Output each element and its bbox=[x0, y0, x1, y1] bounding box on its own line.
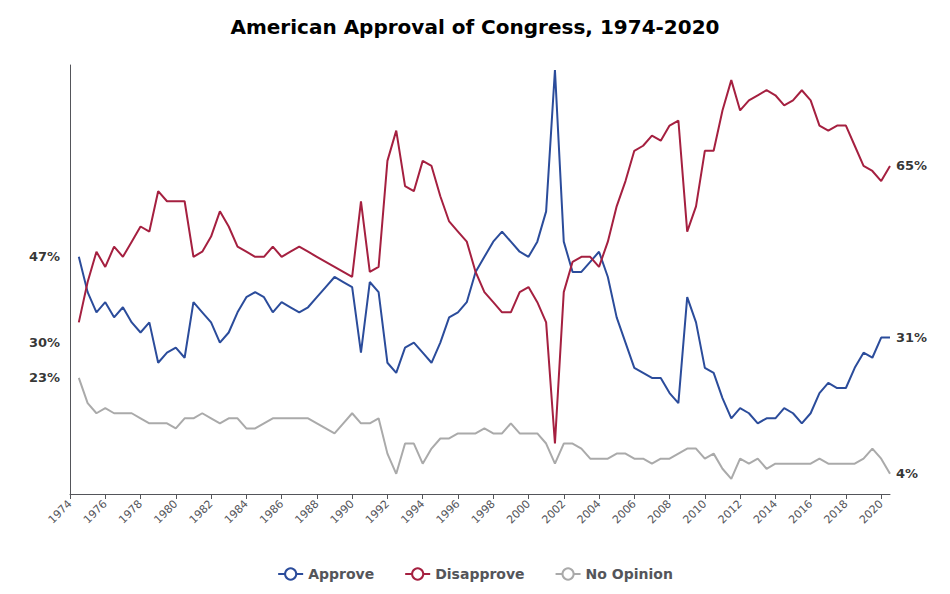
svg-text:2006: 2006 bbox=[610, 497, 639, 526]
svg-text:1992: 1992 bbox=[363, 497, 392, 526]
svg-text:2010: 2010 bbox=[680, 497, 709, 526]
svg-text:65%: 65% bbox=[896, 158, 927, 173]
svg-text:1996: 1996 bbox=[434, 497, 463, 526]
svg-text:47%: 47% bbox=[29, 249, 60, 264]
svg-text:30%: 30% bbox=[29, 335, 60, 350]
svg-text:1988: 1988 bbox=[293, 497, 322, 526]
svg-text:Approve: Approve bbox=[308, 566, 374, 582]
svg-text:1990: 1990 bbox=[328, 497, 357, 526]
svg-text:1980: 1980 bbox=[151, 497, 180, 526]
svg-text:2004: 2004 bbox=[575, 497, 604, 526]
svg-text:1978: 1978 bbox=[116, 497, 145, 526]
svg-text:4%: 4% bbox=[896, 466, 918, 481]
svg-text:2016: 2016 bbox=[786, 497, 815, 526]
svg-text:2000: 2000 bbox=[504, 497, 533, 526]
svg-text:2018: 2018 bbox=[822, 497, 851, 526]
svg-text:1974: 1974 bbox=[46, 497, 75, 526]
svg-text:American Approval of Congress,: American Approval of Congress, 1974-2020 bbox=[230, 15, 719, 39]
svg-text:2012: 2012 bbox=[716, 497, 745, 526]
svg-text:1976: 1976 bbox=[81, 497, 110, 526]
svg-text:2002: 2002 bbox=[539, 497, 568, 526]
svg-text:1984: 1984 bbox=[222, 497, 251, 526]
svg-text:1982: 1982 bbox=[187, 497, 216, 526]
svg-text:2020: 2020 bbox=[857, 497, 886, 526]
svg-text:Disapprove: Disapprove bbox=[435, 566, 524, 582]
svg-text:1994: 1994 bbox=[398, 497, 427, 526]
svg-text:31%: 31% bbox=[896, 330, 927, 345]
svg-text:2014: 2014 bbox=[751, 497, 780, 526]
svg-text:1986: 1986 bbox=[257, 497, 286, 526]
svg-text:2008: 2008 bbox=[645, 497, 674, 526]
svg-text:1998: 1998 bbox=[469, 497, 498, 526]
svg-text:No Opinion: No Opinion bbox=[586, 566, 673, 582]
svg-text:23%: 23% bbox=[29, 370, 60, 385]
